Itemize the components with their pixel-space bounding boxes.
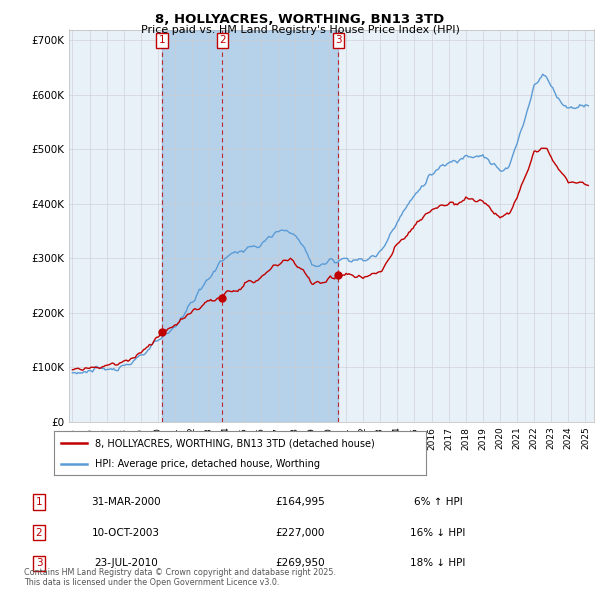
Text: 1: 1 — [35, 497, 43, 507]
Text: 3: 3 — [35, 559, 43, 568]
Text: 2: 2 — [35, 528, 43, 537]
Text: 6% ↑ HPI: 6% ↑ HPI — [413, 497, 463, 507]
Bar — [162, 30, 338, 422]
Text: 3: 3 — [335, 35, 342, 45]
Text: 31-MAR-2000: 31-MAR-2000 — [91, 497, 161, 507]
Text: 10-OCT-2003: 10-OCT-2003 — [92, 528, 160, 537]
Text: 16% ↓ HPI: 16% ↓ HPI — [410, 528, 466, 537]
Text: 8, HOLLYACRES, WORTHING, BN13 3TD: 8, HOLLYACRES, WORTHING, BN13 3TD — [155, 13, 445, 26]
Text: HPI: Average price, detached house, Worthing: HPI: Average price, detached house, Wort… — [95, 459, 320, 469]
Text: £227,000: £227,000 — [275, 528, 325, 537]
Text: 8, HOLLYACRES, WORTHING, BN13 3TD (detached house): 8, HOLLYACRES, WORTHING, BN13 3TD (detac… — [95, 438, 374, 448]
Text: Price paid vs. HM Land Registry's House Price Index (HPI): Price paid vs. HM Land Registry's House … — [140, 25, 460, 35]
Text: £269,950: £269,950 — [275, 559, 325, 568]
Text: 2: 2 — [219, 35, 226, 45]
Text: £164,995: £164,995 — [275, 497, 325, 507]
Text: Contains HM Land Registry data © Crown copyright and database right 2025.
This d: Contains HM Land Registry data © Crown c… — [24, 568, 336, 587]
Text: 18% ↓ HPI: 18% ↓ HPI — [410, 559, 466, 568]
Text: 23-JUL-2010: 23-JUL-2010 — [94, 559, 158, 568]
Text: 1: 1 — [159, 35, 166, 45]
